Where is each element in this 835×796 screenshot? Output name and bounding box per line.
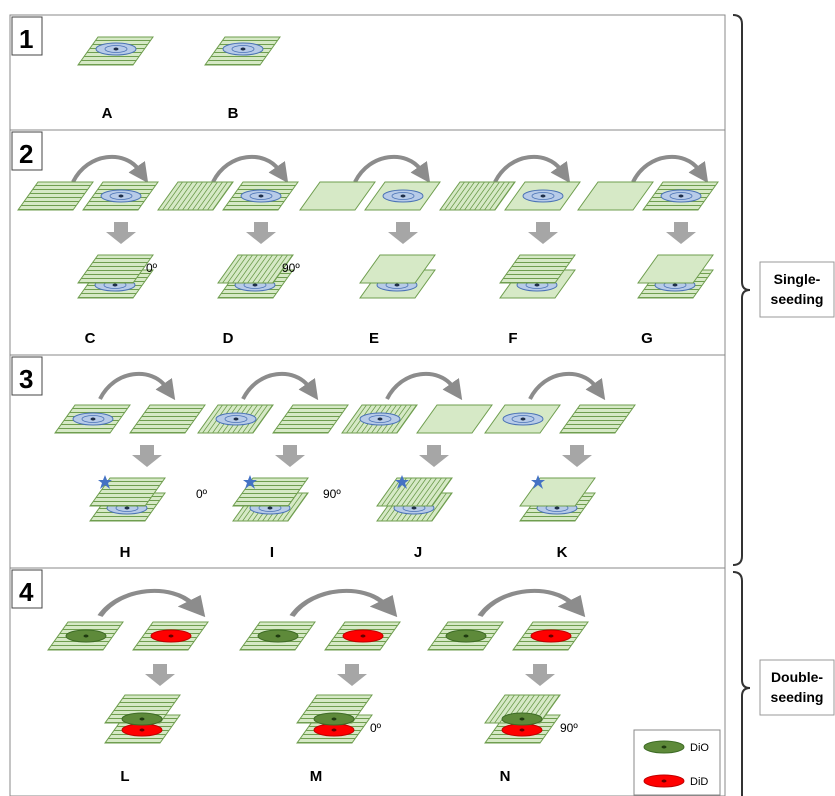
panel-frame (10, 15, 725, 130)
item-label: K (557, 544, 568, 561)
legend-label: DiD (690, 776, 708, 788)
item-label: H (120, 544, 131, 561)
angle-label: 90º (560, 721, 578, 735)
panel-frame (10, 355, 725, 568)
angle-label: 0º (370, 721, 382, 735)
panel-number: 4 (19, 577, 34, 607)
item-label: L (120, 768, 129, 785)
panel-3-graphics (55, 374, 635, 521)
panel-2-graphics (18, 157, 718, 298)
panel-4-graphics (48, 591, 588, 743)
angle-label: 90º (282, 261, 300, 275)
bracket-label: Double- (771, 669, 823, 685)
angle-label: 0º (146, 261, 158, 275)
panel-frame (10, 130, 725, 355)
sheet-group (78, 37, 280, 65)
bracket-label: Single- (774, 271, 821, 287)
item-label: C (85, 330, 96, 347)
panel-number: 3 (19, 364, 33, 394)
diagram: 1 2 3 4 A B 0º 90º C D E F G 0º 90º H I … (0, 0, 835, 796)
item-label: B (228, 105, 239, 122)
panel-number: 1 (19, 24, 33, 54)
panel-number-boxes (12, 17, 42, 608)
legend-label: DiO (690, 742, 709, 754)
bracket-label: seeding (771, 689, 824, 705)
item-label: M (310, 768, 323, 785)
bracket-label: seeding (771, 291, 824, 307)
brackets (733, 15, 750, 796)
item-label: F (508, 330, 517, 347)
item-label: A (102, 105, 113, 122)
item-label: G (641, 330, 653, 347)
item-label: J (414, 544, 422, 561)
item-label: N (500, 768, 511, 785)
item-label: D (223, 330, 234, 347)
angle-label: 90º (323, 487, 341, 501)
item-label: I (270, 544, 274, 561)
panel-number: 2 (19, 139, 33, 169)
angle-label: 0º (196, 487, 208, 501)
item-label: E (369, 330, 379, 347)
